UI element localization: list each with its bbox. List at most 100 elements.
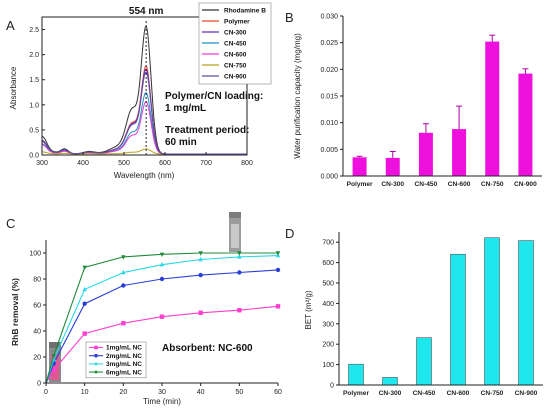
y-axis-label: Absorbance [9, 66, 18, 109]
data-point [94, 361, 98, 366]
y-tick-label: 0.015 [320, 94, 338, 101]
data-point [198, 256, 203, 262]
y-tick-label: 200 [322, 342, 334, 349]
data-point [94, 345, 98, 350]
x-tick-label: Polymer [343, 390, 369, 397]
y-axis-label: Water purification capacity (mg/mg) [293, 33, 302, 159]
plot-frame [41, 16, 248, 156]
bar-cn-300 [385, 157, 400, 176]
data-point [82, 286, 87, 292]
data-point [275, 304, 281, 309]
y-tick-label: 0.5 [29, 127, 39, 134]
loading-annotation-line1: Polymer/CN loading: [165, 91, 263, 102]
data-point [82, 331, 87, 336]
panel-a-letter: A [6, 18, 15, 33]
vial-photo-high [229, 212, 241, 252]
data-point [51, 354, 56, 359]
x-tick-label: CN-300 [379, 390, 402, 397]
legend-label: CN-300 [224, 29, 247, 36]
x-tick-label: CN-750 [481, 390, 504, 397]
y-tick-label: 600 [322, 260, 334, 267]
y-tick-label: 100 [29, 251, 41, 258]
absorbance-series-lines [41, 25, 247, 155]
bar-cn-600 [450, 253, 466, 386]
x-tick-label: CN-750 [481, 181, 504, 188]
y-tick-label: 0.000 [320, 174, 338, 181]
x-tick-label: 700 [200, 160, 212, 167]
x-axis-label: Time (min) [143, 397, 181, 406]
legend: Rhodamine B Polymer CN-300 CN-450 CN-600 CN-7… [198, 2, 272, 85]
panel-d-letter: D [285, 226, 294, 241]
peak-wavelength-label: 554 nm [129, 6, 164, 17]
legend-label: Polymer [224, 18, 250, 25]
series-line-1mg-ml-nc [45, 305, 279, 384]
x-tick-label: CN-900 [515, 390, 538, 397]
x-tick-label: CN-600 [448, 181, 471, 188]
data-point [275, 267, 281, 273]
y-tick-label: 60 [33, 303, 41, 310]
y-tick-label: 400 [322, 301, 334, 308]
y-tick-label: 300 [322, 321, 334, 328]
y-tick-label: 0.030 [320, 14, 338, 21]
loading-annotation-line2: 1 mg/mL [165, 103, 206, 114]
data-point [237, 251, 242, 256]
x-tick-label: 40 [197, 389, 205, 396]
data-point [159, 252, 165, 257]
y-axis-label: RhB removal (%) [10, 278, 20, 346]
x-tick-label: 500 [118, 160, 130, 167]
x-tick-label: 60 [274, 389, 282, 396]
bar-cn-450 [416, 337, 432, 386]
y-tick-label: 0.0 [29, 153, 39, 160]
panel-a-uv-vis-chart: 554 nm 300 400 500 600 700 800 0.0 0.5 1.0 1.5 2.… [9, 2, 272, 180]
y-tick-label: 0.010 [320, 120, 338, 127]
y-tick-label: 700 [322, 240, 334, 247]
treatment-annotation-line1: Treatment period: [165, 125, 249, 136]
y-tick-label: 0 [330, 383, 334, 390]
bar-cn-900 [518, 73, 533, 176]
x-tick-label: CN-450 [413, 390, 436, 397]
bar-cn-300 [382, 377, 398, 386]
data-point [94, 353, 98, 358]
series-line-6mg-ml-nc [45, 252, 278, 384]
absorbent-annotation: Absorbent: NC-600 [162, 343, 253, 354]
x-tick-label: CN-450 [415, 181, 438, 188]
data-point [237, 254, 242, 259]
legend-label: 1mg/mL NC [106, 345, 142, 352]
panel-b-purification-bar-chart: 0.000 0.005 0.010 0.015 0.020 0.025 0.030 Poly… [293, 14, 542, 188]
y-tick-label: 0.025 [320, 40, 338, 47]
treatment-annotation-line2: 60 min [165, 137, 197, 148]
panel-b-letter: B [285, 10, 294, 25]
data-point [275, 251, 281, 256]
panel-c-letter: C [6, 216, 15, 231]
x-tick-label: 300 [36, 160, 48, 167]
data-point [51, 367, 56, 373]
data-point [159, 262, 165, 267]
y-tick-label: 0 [37, 381, 41, 388]
data-point [94, 370, 98, 375]
y-tick-label: 2.5 [29, 27, 39, 34]
legend-label: 6mg/mL NC [106, 369, 142, 376]
y-tick-label: 40 [33, 329, 41, 336]
x-tick-label: 600 [159, 160, 171, 167]
x-tick-label: CN-300 [381, 181, 404, 188]
x-axis-label: Wavelength (nm) [114, 171, 175, 180]
panel-c-removal-kinetics-chart: 0 10 20 30 40 50 60 0 20 40 60 80 100 Time (min) Rh… [10, 212, 282, 406]
series-line-cn-900 [41, 71, 247, 155]
x-tick-label: CN-900 [514, 181, 537, 188]
bar-cn-600 [452, 129, 467, 176]
x-tick-label: 0 [44, 389, 48, 396]
x-tick-label: 10 [81, 389, 89, 396]
y-tick-label: 1.5 [29, 77, 39, 84]
data-point [121, 255, 126, 260]
x-tick-label: Polymer [347, 181, 373, 188]
bar-cn-750 [485, 41, 500, 176]
legend-label: 2mg/mL NC [106, 353, 142, 360]
bar-polymer [348, 363, 364, 386]
data-point [82, 301, 87, 306]
data-point [237, 270, 242, 275]
data-point [121, 283, 126, 288]
data-point [198, 310, 203, 315]
legend-label: CN-900 [224, 73, 247, 80]
